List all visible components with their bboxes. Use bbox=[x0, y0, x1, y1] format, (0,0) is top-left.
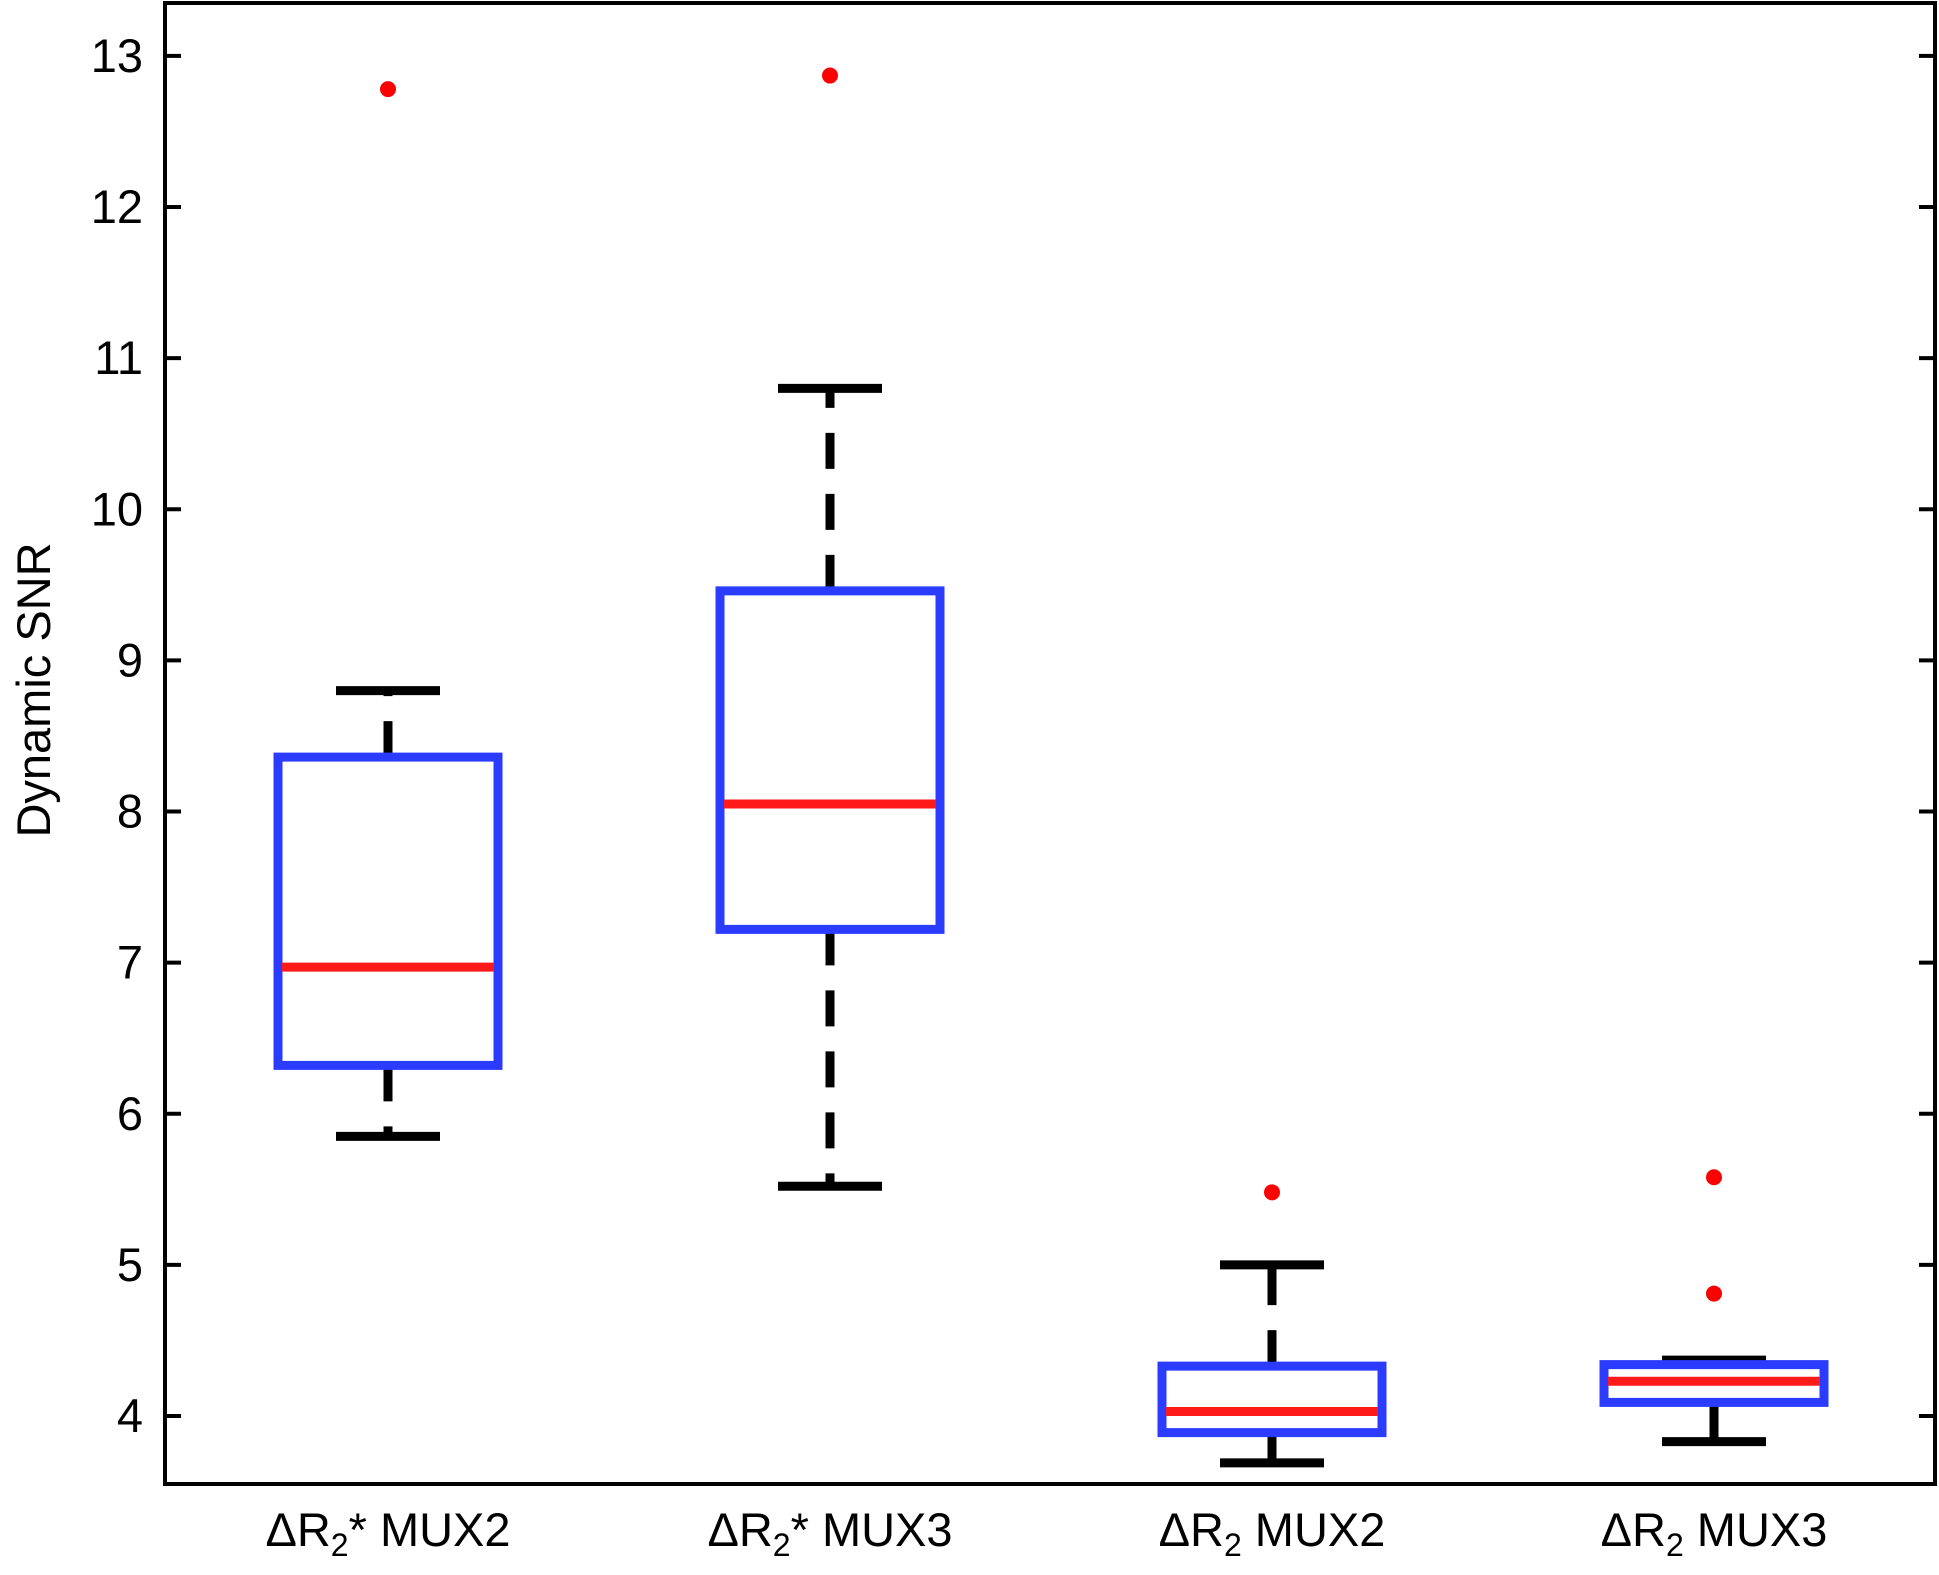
y-tick-label: 12 bbox=[91, 180, 143, 233]
iqr-box bbox=[715, 586, 945, 934]
y-tick-label: 6 bbox=[117, 1087, 143, 1140]
y-tick-label: 5 bbox=[117, 1238, 143, 1291]
outlier-point bbox=[380, 81, 396, 98]
x-tick-label: ΔR2 MUX3 bbox=[1601, 1503, 1828, 1563]
iqr-box bbox=[273, 752, 503, 1070]
y-tick-label: 11 bbox=[94, 331, 143, 384]
box-group bbox=[273, 81, 503, 1141]
x-tick-label: ΔR2* MUX3 bbox=[707, 1503, 952, 1563]
y-axis-label: Dynamic SNR bbox=[7, 542, 60, 837]
x-tick-label: ΔR2* MUX2 bbox=[265, 1503, 510, 1563]
y-tick-label: 8 bbox=[117, 785, 143, 838]
y-tick-label: 9 bbox=[117, 633, 143, 686]
y-axis-ticks: 4 5 6 7 8 9 10 11 12 13 bbox=[91, 29, 1935, 1442]
y-tick-label: 7 bbox=[117, 936, 143, 989]
box-group bbox=[1599, 1169, 1829, 1447]
outlier-point bbox=[1706, 1285, 1722, 1302]
x-tick-label: ΔR2 MUX2 bbox=[1159, 1503, 1386, 1563]
box-group bbox=[1157, 1184, 1387, 1468]
outlier-point bbox=[1264, 1184, 1280, 1201]
iqr-box bbox=[1157, 1361, 1387, 1438]
box-group bbox=[715, 67, 945, 1191]
outlier-point bbox=[822, 67, 838, 84]
outlier-point bbox=[1706, 1169, 1722, 1186]
y-tick-label: 13 bbox=[91, 29, 143, 82]
y-tick-label: 4 bbox=[117, 1389, 143, 1442]
boxes bbox=[273, 67, 1829, 1468]
plot-frame bbox=[163, 1, 1937, 1486]
plot-axes bbox=[163, 1, 1937, 1486]
x-axis-labels: ΔR2* MUX2 ΔR2* MUX3 ΔR2 MUX2 ΔR2 MUX3 bbox=[265, 1503, 1827, 1563]
y-tick-label: 10 bbox=[91, 482, 143, 535]
